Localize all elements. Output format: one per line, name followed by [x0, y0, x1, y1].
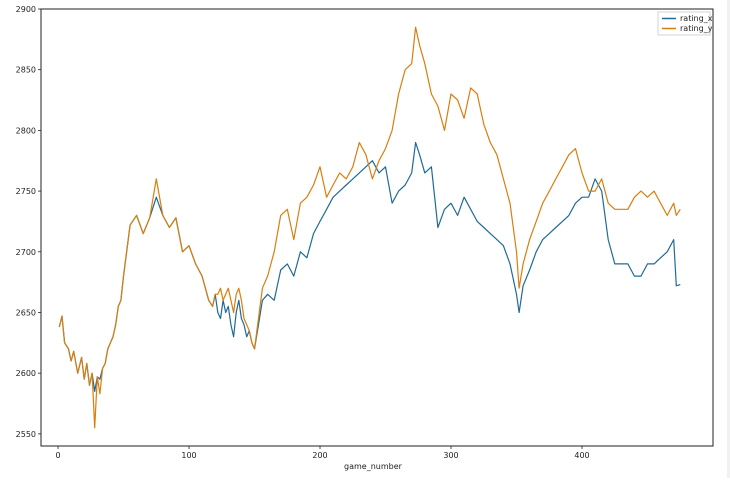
y-tick-label: 2850: [16, 66, 36, 75]
series-layer: [58, 26, 681, 429]
x-tick-label: 300: [443, 451, 458, 460]
y-tick-label: 2550: [16, 430, 36, 439]
x-tick-label: 400: [574, 451, 589, 460]
series-line-rating-y: [58, 26, 681, 429]
y-tick-label: 2600: [16, 369, 36, 378]
y-tick-label: 2650: [16, 308, 36, 317]
x-tick-label: 100: [181, 451, 196, 460]
x-axis-title: game_number: [344, 462, 403, 471]
y-tick-label: 2750: [16, 187, 36, 196]
x-axis: 0 100 200 300 400: [55, 446, 590, 460]
x-tick-label: 0: [55, 451, 60, 460]
y-tick-label: 2800: [16, 126, 36, 135]
legend-label-rating-x: rating_x: [680, 14, 713, 23]
y-tick-label: 2700: [16, 248, 36, 257]
y-tick-label: 2900: [16, 5, 36, 14]
plot-frame: [40, 8, 714, 447]
legend-label-rating-y: rating_y: [680, 24, 713, 33]
x-tick-label: 200: [312, 451, 327, 460]
window-edge: [727, 0, 730, 478]
series-line-rating-x: [58, 141, 681, 392]
y-axis: 2550 2600 2650 2700 2750 2800 2850 2900: [16, 5, 41, 439]
legend: rating_x rating_y: [657, 11, 713, 36]
